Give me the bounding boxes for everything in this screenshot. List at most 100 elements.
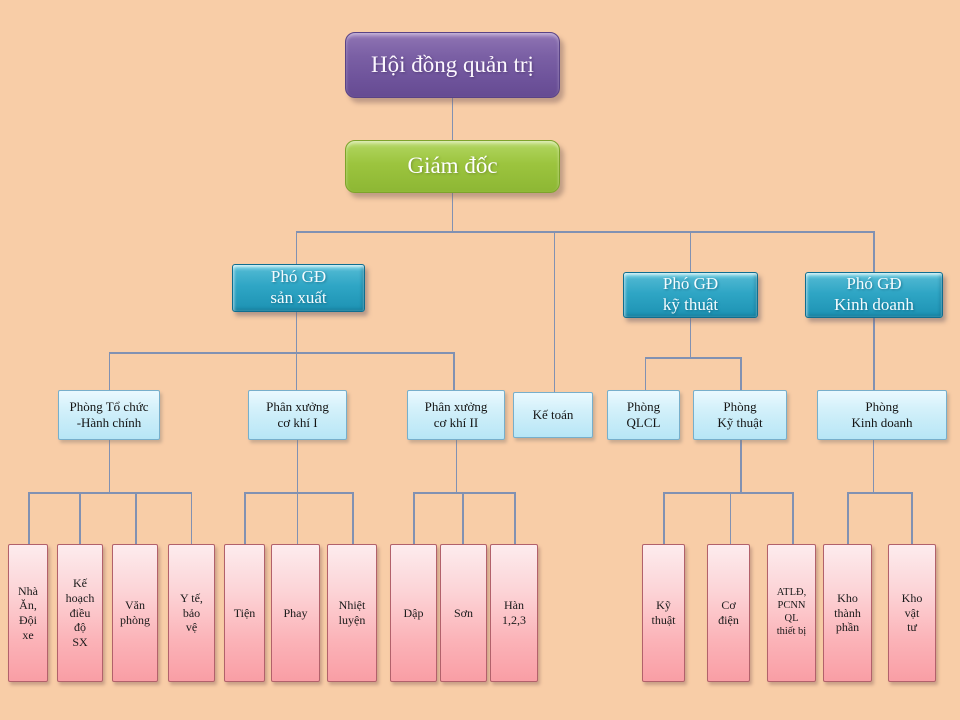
org-node-y-te-bao-ve: Y tế, bảo vệ: [168, 544, 215, 682]
connector-segment: [740, 440, 742, 492]
connector-segment: [79, 492, 81, 544]
org-node-phan-xuong-co-khi-2: Phân xưởng cơ khí II: [407, 390, 505, 440]
org-node-label: Đội: [19, 613, 37, 627]
org-node-label: Nhiệt: [338, 598, 366, 613]
connector-segment: [296, 440, 298, 492]
org-node-tien: Tiện: [224, 544, 265, 682]
org-node-label: Hàn: [504, 598, 524, 613]
connector-segment: [873, 318, 875, 390]
org-node-label: vật: [904, 605, 920, 620]
org-node-label: cơ khí I: [277, 415, 318, 430]
org-node-label: điều: [69, 605, 91, 620]
org-node-label: Phân xưởng: [266, 399, 329, 415]
org-node-label: Hội đồng quản trị: [371, 51, 534, 77]
org-node-label: Kỹ: [656, 598, 671, 613]
org-node-pho-gd-ky-thuat: Phó GĐ kỹ thuật: [623, 272, 758, 318]
org-node-label: Tiện: [233, 605, 256, 620]
connector-segment: [451, 193, 453, 231]
org-node-label: PCNN: [777, 600, 806, 612]
connector-segment: [873, 231, 875, 272]
connector-segment: [514, 492, 516, 544]
org-node-label: QLCL: [626, 415, 661, 430]
org-node-nha-an-doi-xe: Nhà Ăn, Đội xe: [8, 544, 48, 682]
org-node-label: Kế: [73, 576, 87, 591]
connector-segment: [453, 352, 455, 390]
org-node-label: Giám đốc: [407, 153, 498, 179]
org-node-phong-kinh-doanh: Phòng Kinh doanh: [817, 390, 947, 440]
org-node-label: luyện: [338, 613, 366, 627]
org-node-phong-to-chuc-hanh-chinh: Phòng Tổ chức -Hành chính: [58, 390, 160, 440]
org-node-label: Phay: [283, 605, 308, 620]
connector-segment: [872, 440, 874, 492]
connector-segment: [644, 357, 646, 390]
org-node-label: tư: [907, 620, 917, 635]
connector-segment: [135, 492, 137, 544]
org-node-label: Ăn,: [19, 598, 37, 613]
org-node-label: Kho: [901, 591, 923, 606]
connector-segment: [455, 440, 457, 492]
org-node-label: xe: [22, 627, 34, 642]
org-node-label: Phân xưởng: [424, 399, 488, 415]
connector-segment: [295, 231, 297, 264]
connector-segment: [740, 357, 742, 390]
org-node-phan-xuong-co-khi-1: Phân xưởng cơ khí I: [248, 390, 347, 440]
connector-segment: [413, 492, 514, 494]
org-node-co-dien: Cơ điện: [707, 544, 750, 682]
org-node-son: Sơn: [440, 544, 487, 682]
org-node-label: thiết bị: [776, 625, 807, 637]
org-node-kho-thanh-phan: Kho thành phần: [823, 544, 872, 682]
org-node-label: 1,2,3: [502, 613, 526, 627]
connector-segment: [296, 492, 298, 544]
org-node-label: độ: [74, 620, 86, 635]
org-node-label: thuật: [651, 613, 676, 627]
org-node-label: thành: [834, 605, 861, 620]
connector-segment: [28, 492, 30, 544]
org-node-pho-gd-kinh-doanh: Phó GĐ Kinh doanh: [805, 272, 943, 318]
org-node-label: phòng: [120, 613, 150, 627]
org-node-label: Phòng: [865, 399, 899, 415]
connector-segment: [295, 312, 297, 352]
org-node-ke-toan: Kế toán: [513, 392, 593, 438]
connector-segment: [108, 352, 455, 354]
connector-segment: [689, 231, 691, 272]
org-node-label: bảo: [182, 605, 201, 620]
connector-segment: [847, 492, 849, 544]
org-node-han-1-2-3: Hàn 1,2,3: [490, 544, 538, 682]
org-node-label: Phó GĐ: [846, 274, 902, 294]
org-node-label: ATLĐ,: [776, 587, 807, 599]
connector-segment: [792, 492, 794, 544]
org-node-label: Nhà: [18, 583, 38, 598]
org-node-label: Kinh doanh: [851, 415, 913, 430]
org-node-van-phong: Văn phòng: [112, 544, 158, 682]
org-node-label: Phòng: [723, 399, 757, 415]
org-node-label: Phó GĐ: [270, 267, 327, 287]
connector-segment: [352, 492, 354, 544]
org-node-hoi-dong-quan-tri: Hội đồng quản trị: [345, 32, 560, 98]
org-node-dap: Dập: [390, 544, 437, 682]
connector-segment: [244, 492, 246, 544]
connector-segment: [244, 492, 352, 494]
connector-segment: [108, 440, 110, 492]
org-node-ky-thuat: Kỹ thuật: [642, 544, 685, 682]
connector-segment: [663, 492, 665, 544]
org-node-label: Y tế,: [180, 591, 203, 606]
org-node-giam-doc: Giám đốc: [345, 140, 560, 193]
connector-segment: [689, 318, 691, 357]
connector-segment: [108, 352, 110, 390]
org-node-label: Kế toán: [532, 407, 574, 423]
connector-segment: [644, 357, 742, 359]
org-node-label: Dập: [403, 605, 424, 620]
connector-segment: [413, 492, 415, 544]
org-node-label: QL: [784, 613, 799, 624]
org-node-nhiet-luyen: Nhiệt luyện: [327, 544, 377, 682]
org-node-label: sản xuất: [270, 288, 327, 307]
org-node-label: cơ khí II: [433, 415, 479, 430]
org-node-label: Kinh doanh: [834, 295, 914, 314]
org-node-label: kỹ thuật: [662, 295, 719, 314]
connector-segment: [462, 492, 464, 544]
org-node-phay: Phay: [271, 544, 320, 682]
org-node-label: -Hành chính: [76, 415, 142, 430]
org-node-label: Kho: [837, 591, 858, 606]
org-node-label: Phòng: [626, 399, 661, 415]
